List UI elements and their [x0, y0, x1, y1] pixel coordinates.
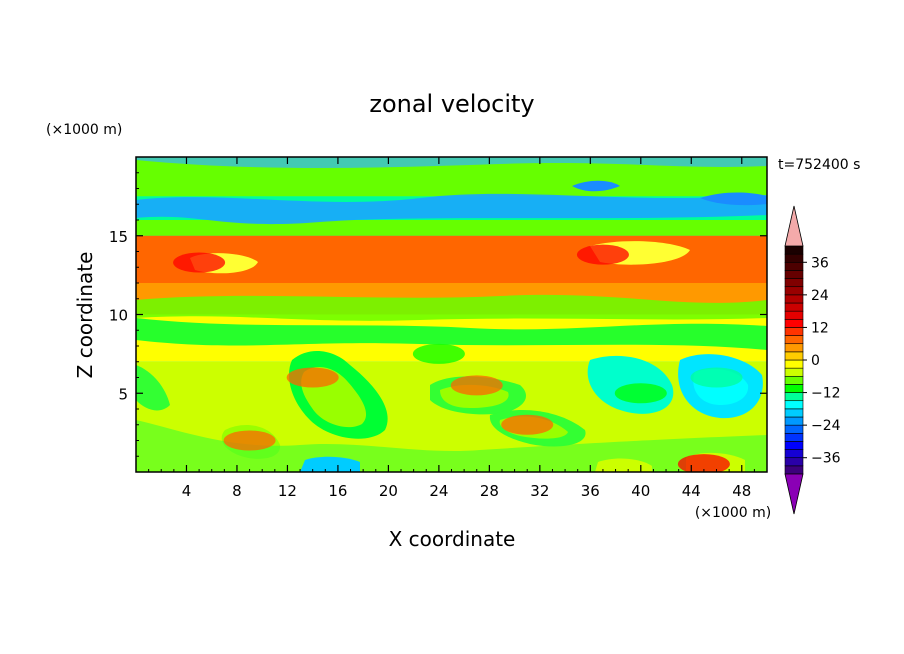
y-tick-label: 15 — [109, 228, 128, 246]
chart-title: zonal velocity — [369, 90, 534, 118]
colorbar-tick-label: 12 — [811, 320, 829, 336]
contour-feature — [501, 414, 554, 435]
colorbar-segment — [784, 261, 804, 271]
colorbar-segment — [784, 278, 804, 288]
x-tick-label: 28 — [480, 482, 499, 500]
y-axis: 5 10 15 — [109, 172, 767, 457]
colorbar-tick-label: −12 — [811, 386, 841, 402]
colorbar-segment — [784, 441, 804, 450]
colorbar-segment — [784, 432, 804, 442]
colorbar-tick-label: 36 — [811, 255, 829, 271]
x-tick-label: 36 — [581, 482, 600, 500]
x-tick-label: 4 — [182, 482, 192, 500]
x-tick-label: 20 — [379, 482, 398, 500]
colorbar-segment — [784, 375, 804, 385]
contour-feature — [690, 367, 743, 388]
contour-feature — [412, 343, 465, 364]
y-axis-label: Z coordinate — [73, 252, 97, 379]
x-tick-label: 32 — [530, 482, 549, 500]
colorbar-over-arrow — [784, 205, 804, 247]
colorbar-segment — [784, 294, 804, 304]
colorbar: −36 −24 −12 0 12 24 36 — [784, 205, 841, 515]
contour-feature — [173, 252, 226, 273]
colorbar-under-arrow — [784, 473, 804, 515]
colorbar-segment — [784, 384, 804, 393]
colorbar-segment — [784, 286, 804, 296]
x-unit-label: (×1000 m) — [695, 505, 771, 521]
colorbar-segment — [784, 327, 804, 336]
colorbar-tick-label: −36 — [811, 451, 841, 467]
x-tick-label: 8 — [232, 482, 242, 500]
colorbar-segment — [784, 465, 804, 475]
time-label: t=752400 s — [778, 157, 860, 173]
y-unit-label: (×1000 m) — [46, 122, 122, 138]
x-tick-label: 48 — [732, 482, 751, 500]
colorbar-segment — [784, 318, 804, 328]
x-tick-label: 44 — [682, 482, 701, 500]
colorbar-segment — [784, 270, 804, 279]
contour-feature — [223, 430, 276, 451]
colorbar-segment — [784, 457, 804, 467]
x-tick-label: 40 — [631, 482, 650, 500]
colorbar-segment — [784, 351, 804, 361]
contour-feature — [614, 383, 667, 404]
colorbar-tick-label: 24 — [811, 288, 829, 304]
colorbar-segment — [784, 424, 804, 434]
band — [136, 220, 767, 236]
y-tick-label: 5 — [118, 385, 128, 403]
colorbar-segment — [784, 392, 804, 402]
colorbar-segment — [784, 335, 804, 345]
plot-area — [136, 157, 767, 472]
colorbar-tick-label: −24 — [811, 418, 841, 434]
features-layer — [173, 244, 743, 472]
colorbar-segment — [784, 408, 804, 418]
contour-feature — [450, 375, 503, 396]
contour-feature — [576, 244, 629, 265]
colorbar-segment — [784, 302, 804, 312]
colorbar-segment — [784, 400, 804, 410]
x-axis: 4 8 12 16 20 24 28 32 36 40 44 48 — [148, 157, 755, 500]
x-tick-label: 12 — [278, 482, 297, 500]
colorbar-segment — [784, 367, 804, 377]
x-tick-label: 16 — [328, 482, 347, 500]
colorbar-segment — [784, 359, 804, 369]
x-axis-label: X coordinate — [389, 527, 516, 551]
colorbar-segment — [784, 416, 804, 426]
colorbar-segment — [784, 245, 804, 255]
colorbar-tick-label: 0 — [811, 353, 820, 369]
y-tick-label: 10 — [109, 307, 128, 325]
x-tick-label: 24 — [429, 482, 448, 500]
colorbar-segment — [784, 310, 804, 320]
colorbar-segment — [784, 253, 804, 263]
contour-feature — [286, 367, 339, 388]
colorbar-segment — [784, 449, 804, 459]
colorbar-segment — [784, 343, 804, 353]
